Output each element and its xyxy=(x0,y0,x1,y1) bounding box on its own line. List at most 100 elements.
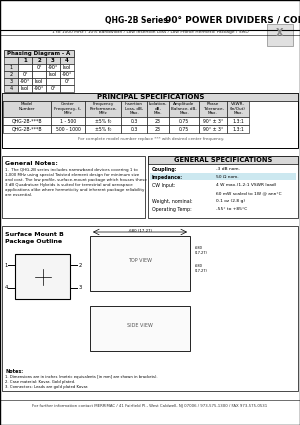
Text: Phase
Tolerance,
Max.: Phase Tolerance, Max. xyxy=(202,102,224,115)
Text: Insertion
Loss, dB,
Max.: Insertion Loss, dB, Max. xyxy=(125,102,143,115)
Bar xyxy=(90,236,190,291)
Bar xyxy=(4,78,18,85)
Bar xyxy=(32,71,46,78)
Bar xyxy=(2,93,298,101)
Bar xyxy=(3,125,51,133)
Bar xyxy=(60,57,74,64)
Text: 1: 1 xyxy=(23,58,27,63)
Text: 0°: 0° xyxy=(22,72,28,77)
Text: 1.  The QHG-2B series includes narrowband devices covering 1 to: 1. The QHG-2B series includes narrowband… xyxy=(5,168,138,172)
Text: Frequency
Performance,
MHz: Frequency Performance, MHz xyxy=(89,102,117,115)
Text: -90°: -90° xyxy=(20,79,30,84)
Bar xyxy=(121,117,147,125)
Text: 1 to 1000 MHz / 10% Bandwidth / Low Insertion Loss / Low Profile Hermetic Packag: 1 to 1000 MHz / 10% Bandwidth / Low Inse… xyxy=(52,30,248,34)
Bar xyxy=(85,117,121,125)
Text: Model
Number: Model Number xyxy=(19,102,35,110)
Text: Operating Temp:: Operating Temp: xyxy=(152,207,192,212)
Bar xyxy=(2,226,298,391)
Bar xyxy=(18,57,32,64)
Text: 90° ± 3°: 90° ± 3° xyxy=(203,127,223,131)
Bar xyxy=(199,117,227,125)
Text: 1: 1 xyxy=(9,65,13,70)
Bar xyxy=(46,64,60,71)
Bar xyxy=(2,93,298,148)
Text: are essential.: are essential. xyxy=(5,193,32,197)
Text: General Notes:: General Notes: xyxy=(5,161,58,166)
Text: For further information contact MERRIMAC / 41 Fairfield Pl., West Caldwell, NJ 0: For further information contact MERRIMAC… xyxy=(32,404,268,408)
Bar xyxy=(32,64,46,71)
Bar xyxy=(51,101,85,117)
Text: Notes:: Notes: xyxy=(5,369,23,374)
Text: QHG-2B Series: QHG-2B Series xyxy=(105,15,168,25)
Text: TOP VIEW: TOP VIEW xyxy=(128,258,152,263)
Text: 90° ± 3°: 90° ± 3° xyxy=(203,119,223,124)
Text: Phasing Diagram - A: Phasing Diagram - A xyxy=(8,51,70,56)
Bar xyxy=(121,101,147,117)
Text: PRINCIPAL SPECIFICATIONS: PRINCIPAL SPECIFICATIONS xyxy=(97,94,205,100)
Text: QHG-2B-***B: QHG-2B-***B xyxy=(12,127,42,131)
Text: 2: 2 xyxy=(78,263,82,268)
Text: For complete model number replace *** with desired center frequency.: For complete model number replace *** wi… xyxy=(78,137,224,141)
Text: Isol: Isol xyxy=(63,65,71,70)
Text: 4: 4 xyxy=(4,285,8,290)
Bar xyxy=(3,117,51,125)
Bar xyxy=(46,57,60,64)
Bar xyxy=(85,125,121,133)
Bar xyxy=(147,101,169,117)
Text: CW Input:: CW Input: xyxy=(152,182,175,187)
Text: -90°: -90° xyxy=(34,86,44,91)
Bar xyxy=(46,85,60,92)
Bar xyxy=(227,125,249,133)
Bar xyxy=(4,85,18,92)
Text: 2: 2 xyxy=(9,72,13,77)
Bar xyxy=(18,64,32,71)
Text: VSWR,
(In/Out)
Max.: VSWR, (In/Out) Max. xyxy=(230,102,246,115)
Bar xyxy=(148,156,298,164)
Text: 60 mW scaled to 1W @ ann°C: 60 mW scaled to 1W @ ann°C xyxy=(216,191,282,195)
Text: ±5% f₀: ±5% f₀ xyxy=(95,127,111,131)
Bar xyxy=(199,125,227,133)
Bar xyxy=(267,24,293,46)
Text: 1.3:1: 1.3:1 xyxy=(232,127,244,131)
Text: Impedance:: Impedance: xyxy=(152,175,183,179)
Bar xyxy=(15,254,70,299)
Bar xyxy=(4,71,18,78)
Bar xyxy=(60,71,74,78)
Text: 4: 4 xyxy=(65,58,69,63)
Text: 50 Ω nom.: 50 Ω nom. xyxy=(216,175,239,179)
Bar xyxy=(227,117,249,125)
Bar xyxy=(2,156,145,218)
Bar xyxy=(60,78,74,85)
Text: 3: 3 xyxy=(9,79,13,84)
Text: ±5% f₀: ±5% f₀ xyxy=(95,119,111,124)
Text: 4: 4 xyxy=(9,86,13,91)
Text: X: X xyxy=(276,28,284,38)
Text: Package Outline: Package Outline xyxy=(5,239,62,244)
Text: 23: 23 xyxy=(155,127,161,131)
Text: SIDE VIEW: SIDE VIEW xyxy=(127,323,153,328)
Text: 2: 2 xyxy=(37,58,41,63)
Text: .680
(17.27): .680 (17.27) xyxy=(195,246,208,255)
Text: 2. Case material: Kovar, Gold plated.: 2. Case material: Kovar, Gold plated. xyxy=(5,380,75,384)
Text: 90° POWER DIVIDERS / COMBINERS: 90° POWER DIVIDERS / COMBINERS xyxy=(165,15,300,25)
Text: 3 dB Quadrature Hybrids is suited for terrestrial and aerospace: 3 dB Quadrature Hybrids is suited for te… xyxy=(5,183,133,187)
Text: .680
(17.27): .680 (17.27) xyxy=(195,264,208,272)
Bar xyxy=(90,306,190,351)
Text: 0.75: 0.75 xyxy=(179,119,189,124)
Bar xyxy=(46,78,60,85)
Text: 0.3: 0.3 xyxy=(130,127,138,131)
Text: Surface Mount B: Surface Mount B xyxy=(5,232,64,237)
Bar xyxy=(227,101,249,117)
Text: GENERAL SPECIFICATIONS: GENERAL SPECIFICATIONS xyxy=(174,157,272,163)
Bar xyxy=(32,85,46,92)
Bar xyxy=(4,57,18,64)
Text: 1.3:1: 1.3:1 xyxy=(232,119,244,124)
Bar xyxy=(121,125,147,133)
Bar xyxy=(18,85,32,92)
Text: -90°: -90° xyxy=(48,65,58,70)
Text: 0.75: 0.75 xyxy=(179,127,189,131)
Bar xyxy=(51,125,85,133)
Text: 500 - 1000: 500 - 1000 xyxy=(56,127,80,131)
Text: 0°: 0° xyxy=(36,65,42,70)
Text: -3 dB nom.: -3 dB nom. xyxy=(216,167,240,171)
